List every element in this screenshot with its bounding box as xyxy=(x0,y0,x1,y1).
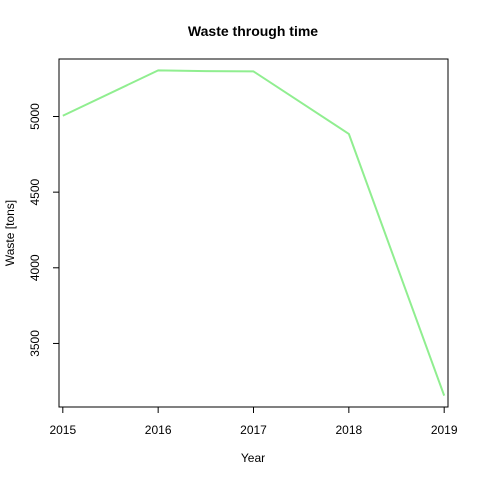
y-tick-label: 3500 xyxy=(28,330,42,357)
x-tick-label: 2019 xyxy=(431,423,458,437)
series-line xyxy=(62,69,446,396)
y-tick-label: 5000 xyxy=(28,103,42,130)
y-tick-label: 4000 xyxy=(28,254,42,281)
x-tick-label: 2018 xyxy=(335,423,362,437)
x-axis-label: Year xyxy=(241,451,265,465)
chart-title: Waste through time xyxy=(188,23,318,39)
x-axis: 2015 2016 2017 2018 2019 xyxy=(49,407,458,437)
plot-box xyxy=(58,58,449,408)
y-tick-label: 4500 xyxy=(28,178,42,205)
x-tick-label: 2015 xyxy=(49,423,76,437)
y-axis-label: Waste [tons] xyxy=(3,200,17,266)
series-layer xyxy=(62,69,446,396)
y-axis: 3500 4000 4500 5000 xyxy=(28,103,59,357)
x-tick-label: 2016 xyxy=(145,423,172,437)
x-tick-label: 2017 xyxy=(240,423,267,437)
